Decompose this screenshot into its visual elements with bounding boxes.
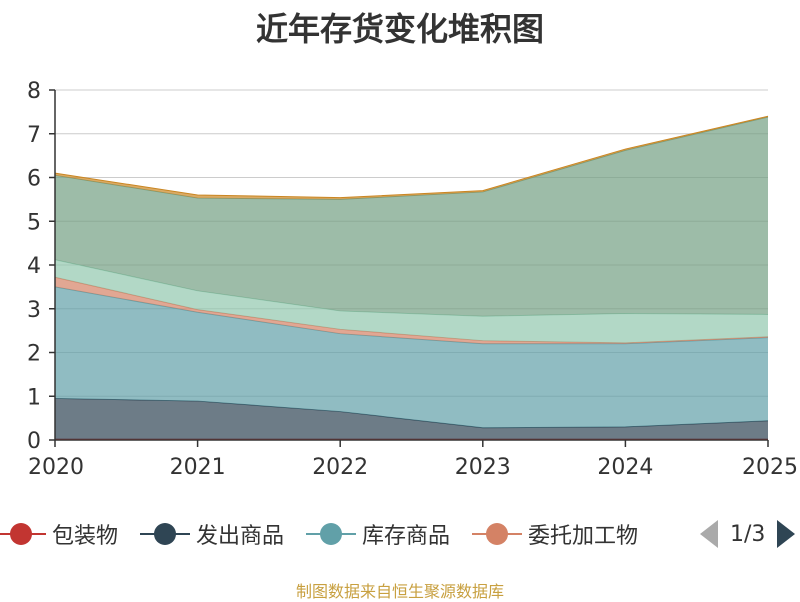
area-series-3 bbox=[55, 277, 768, 344]
legend-page-indicator: 1/3 bbox=[730, 521, 766, 547]
x-tick-label: 2020 bbox=[28, 455, 84, 480]
legend-pager: 1/3 bbox=[700, 516, 796, 552]
next-page-icon[interactable] bbox=[777, 520, 796, 548]
area-series-1 bbox=[55, 398, 768, 440]
y-tick-label: 8 bbox=[27, 79, 41, 104]
y-tick-label: 6 bbox=[27, 167, 41, 192]
area-line-series-6 bbox=[54, 115, 769, 199]
chart-title: 近年存货变化堆积图 bbox=[255, 10, 544, 48]
area-line-series-4 bbox=[54, 259, 769, 317]
legend-label: 库存商品 bbox=[362, 524, 451, 549]
legend-marker-icon bbox=[0, 520, 46, 548]
y-tick-label: 5 bbox=[27, 210, 41, 235]
legend-label: 包装物 bbox=[52, 524, 119, 549]
legend-item-shipped-goods[interactable]: 发出商品 bbox=[140, 518, 284, 550]
legend-item-inventory-goods[interactable]: 库存商品 bbox=[306, 518, 450, 550]
x-tick-label: 2023 bbox=[455, 455, 511, 480]
legend-marker-icon bbox=[472, 520, 523, 548]
x-tick-label: 2025 bbox=[742, 455, 798, 480]
x-tick-label: 2021 bbox=[170, 455, 226, 480]
prev-page-icon[interactable] bbox=[700, 520, 718, 548]
legend-label: 委托加工物 bbox=[528, 524, 639, 549]
x-tick-label: 2024 bbox=[597, 455, 653, 480]
y-tick-label: 2 bbox=[27, 342, 41, 367]
legend-marker-icon bbox=[306, 520, 357, 548]
area-series-4 bbox=[55, 259, 768, 343]
y-tick-label: 1 bbox=[27, 385, 41, 410]
area-series-2 bbox=[55, 286, 768, 428]
source-note: 制图数据来自恒生聚源数据库 bbox=[295, 582, 504, 601]
y-tick-label: 3 bbox=[27, 298, 41, 323]
area-series-5 bbox=[55, 117, 768, 317]
legend-item-packaging[interactable]: 包装物 bbox=[0, 518, 118, 550]
x-tick-label: 2022 bbox=[312, 455, 368, 480]
y-tick-label: 0 bbox=[27, 429, 41, 454]
y-tick-label: 4 bbox=[27, 254, 41, 279]
y-tick-label: 7 bbox=[27, 123, 41, 148]
legend-marker-icon bbox=[140, 520, 191, 548]
legend-item-consigned-processing[interactable]: 委托加工物 bbox=[472, 518, 638, 550]
legend: 包装物 发出商品 库存商品 委托加工物 bbox=[0, 516, 660, 552]
legend-label: 发出商品 bbox=[196, 524, 285, 549]
